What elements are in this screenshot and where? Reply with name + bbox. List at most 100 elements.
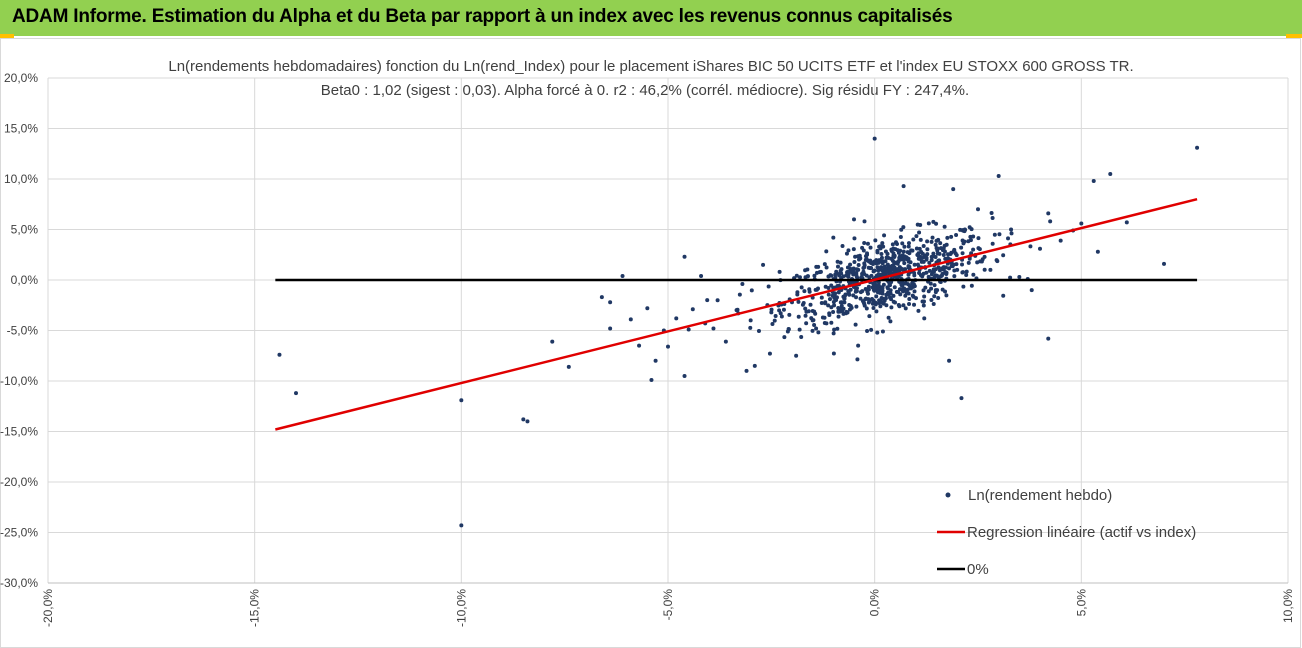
scatter-point xyxy=(886,292,891,297)
scatter-point xyxy=(797,275,802,280)
scatter-point xyxy=(907,264,912,269)
scatter-point xyxy=(958,227,963,232)
scatter-point xyxy=(929,258,934,263)
scatter-point xyxy=(1017,274,1022,279)
scatter-point xyxy=(904,291,909,296)
scatter-point xyxy=(848,262,853,267)
chart-title: Ln(rendements hebdomadaires) fonction du… xyxy=(168,58,1133,75)
series-lines xyxy=(275,197,1198,431)
scatter-point xyxy=(799,285,804,290)
scatter-point xyxy=(880,300,885,305)
scatter-point xyxy=(779,314,784,319)
scatter-point xyxy=(294,391,298,396)
scatter-point xyxy=(723,339,728,344)
scatter-point xyxy=(521,417,526,422)
scatter-point xyxy=(865,241,870,246)
scatter-point xyxy=(810,328,815,333)
scatter-point xyxy=(1162,261,1166,266)
grid xyxy=(47,77,1289,584)
scatter-point xyxy=(831,331,836,336)
scatter-point xyxy=(935,273,940,278)
scatter-point xyxy=(833,291,838,296)
scatter-point xyxy=(967,225,972,230)
scatter-point xyxy=(936,265,941,270)
scatter-point xyxy=(964,269,969,274)
scatter-point xyxy=(876,300,881,305)
scatter-point xyxy=(857,257,862,262)
scatter-point xyxy=(892,285,897,290)
scatter-point xyxy=(653,358,658,363)
scatter-point xyxy=(892,268,897,273)
scatter-point xyxy=(929,298,934,303)
scatter-point xyxy=(645,306,650,311)
scatter-point xyxy=(796,299,801,304)
scatter-point xyxy=(941,267,946,272)
scatter-point xyxy=(951,187,956,192)
scatter-point xyxy=(705,298,710,303)
scatter-point xyxy=(866,287,871,292)
scatter-point xyxy=(666,344,670,349)
scatter-point xyxy=(924,257,929,262)
scatter-point xyxy=(820,315,825,320)
scatter-point xyxy=(881,282,886,287)
scatter-point xyxy=(925,239,930,244)
scatter-point xyxy=(812,273,817,278)
scatter-point xyxy=(971,272,976,277)
scatter-point xyxy=(912,284,917,289)
scatter-point xyxy=(914,296,918,301)
scatter-point xyxy=(767,351,772,356)
scatter-point xyxy=(914,234,919,239)
scatter-point xyxy=(879,255,884,260)
scatter-point xyxy=(860,289,865,294)
scatter-point xyxy=(803,313,808,318)
scatter-point xyxy=(849,269,854,274)
scatter-point xyxy=(880,241,885,246)
scatter-point xyxy=(816,264,821,269)
scatter-point xyxy=(889,248,894,253)
scatter-point xyxy=(855,357,860,362)
scatter-point xyxy=(866,291,871,296)
scatter-point xyxy=(876,283,881,288)
scatter-point xyxy=(884,255,889,260)
scatter-point xyxy=(927,260,932,265)
scatter-point xyxy=(898,234,903,239)
scatter-point xyxy=(911,237,916,242)
scatter-point xyxy=(787,312,792,317)
scatter-point xyxy=(853,254,858,259)
scatter-point xyxy=(875,265,880,270)
scatter-point xyxy=(890,242,895,247)
y-tick-label: -30,0% xyxy=(0,576,38,590)
scatter-point xyxy=(902,261,907,266)
scatter-point xyxy=(816,330,821,335)
scatter-point xyxy=(934,238,939,243)
scatter-point xyxy=(459,523,464,528)
scatter-point xyxy=(1006,236,1011,241)
scatter-point xyxy=(837,273,842,278)
scatter-point xyxy=(906,259,911,264)
scatter-point xyxy=(819,295,824,300)
scatter-point xyxy=(840,243,845,248)
scatter-point xyxy=(923,254,928,259)
scatter-point xyxy=(921,299,926,304)
scatter-point xyxy=(952,274,957,279)
scatter-point xyxy=(849,305,854,310)
scatter-point xyxy=(1038,246,1042,251)
scatter-point xyxy=(814,326,819,331)
scatter-point xyxy=(861,269,866,274)
scatter-point xyxy=(921,243,926,248)
scatter-point xyxy=(525,419,530,424)
scatter-point xyxy=(1058,238,1063,243)
scatter-point xyxy=(872,136,877,141)
scatter-point xyxy=(906,256,911,261)
chart-subtitle: Beta0 : 1,02 (sigest : 0,03). Alpha forc… xyxy=(321,82,969,99)
scatter-point xyxy=(818,269,823,274)
scatter-point xyxy=(852,260,857,265)
scatter-point xyxy=(803,268,808,273)
scatter-point xyxy=(841,274,846,279)
scatter-point xyxy=(959,396,964,401)
scatter-point xyxy=(867,314,872,319)
scatter-point xyxy=(277,352,282,357)
scatter-point xyxy=(801,300,806,305)
scatter-point xyxy=(854,273,859,278)
scatter-point xyxy=(770,321,775,326)
